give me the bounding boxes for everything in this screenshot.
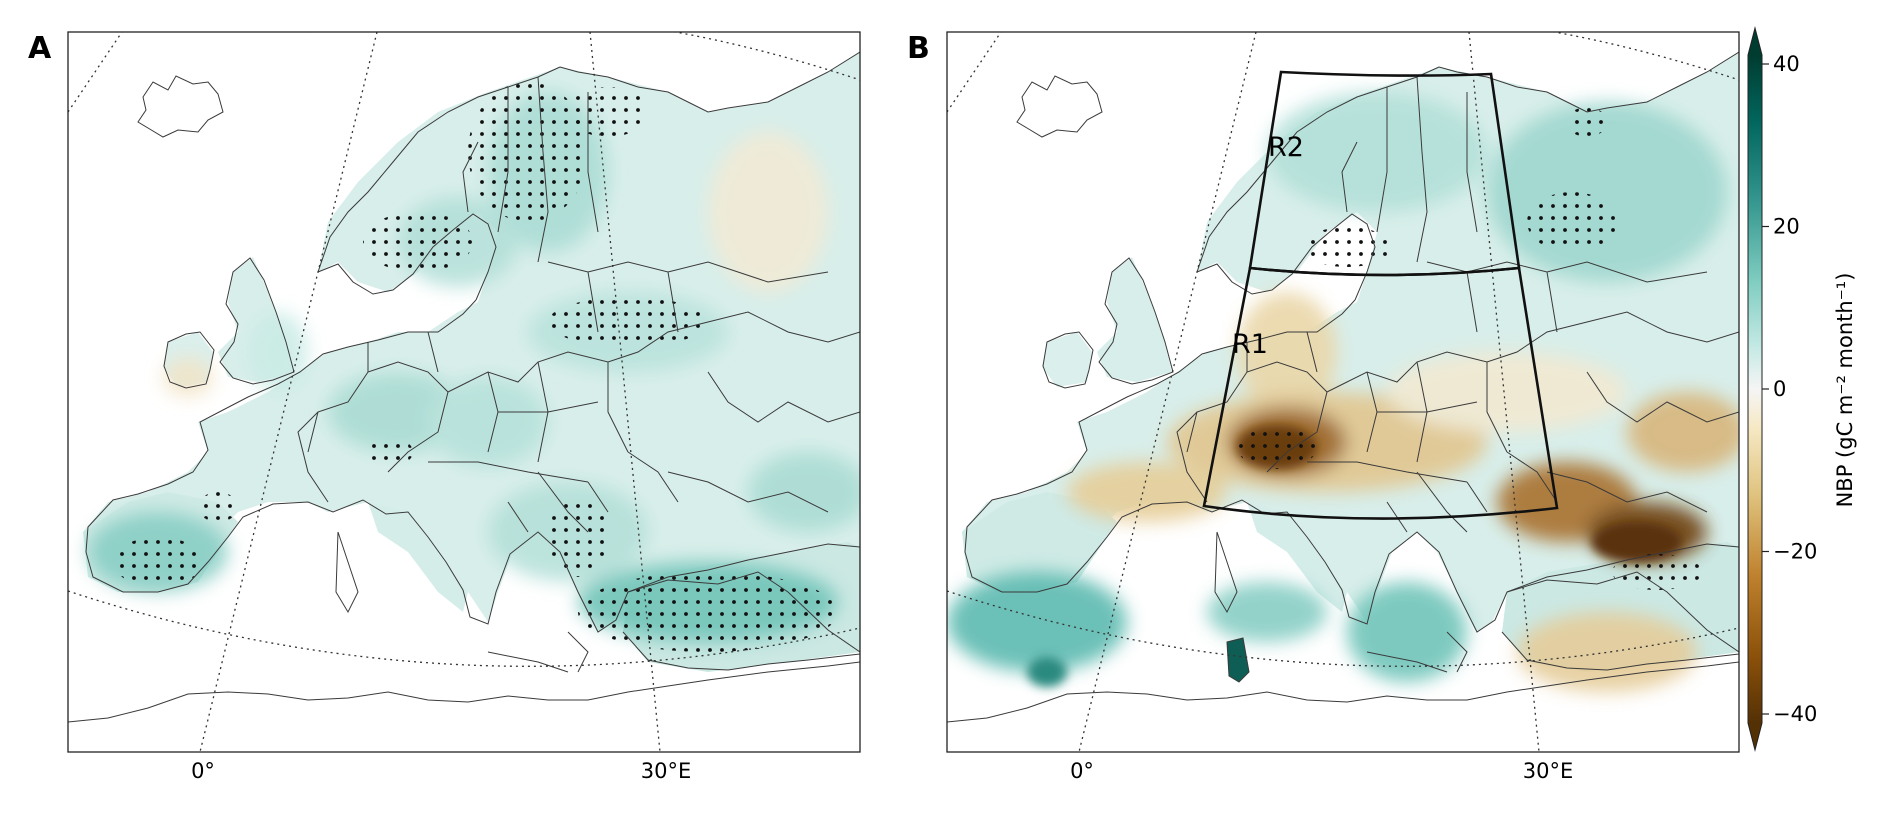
panel-a-frame <box>67 31 861 753</box>
colorbar-outline <box>1747 26 1763 752</box>
panel-b-frame <box>946 31 1740 753</box>
panel-b-lon-label-30e: 30°E <box>1523 759 1574 783</box>
colorbar-tick-label: 0 <box>1773 377 1786 401</box>
panel-a-lon-label-0: 0° <box>191 759 215 783</box>
panel-b-letter: B <box>907 31 930 66</box>
sardinia-positive-anomaly <box>1226 637 1250 683</box>
panel-a: A <box>28 31 861 783</box>
colorbar-tick-label: −20 <box>1773 540 1817 564</box>
panel-a-lon-label-30e: 30°E <box>641 759 692 783</box>
colorbar-extend-top <box>1748 28 1762 55</box>
panel-b-graticule <box>947 32 1739 752</box>
region-r1-label: R1 <box>1232 329 1268 360</box>
region-r1-box <box>1202 266 1559 520</box>
colorbar-tick-label: 40 <box>1773 52 1800 76</box>
colorbar-gradient <box>1748 55 1762 723</box>
colorbar-tick-label: −40 <box>1773 702 1817 726</box>
region-r2-label: R2 <box>1268 132 1304 163</box>
colorbar: 40 20 0 −20 −40 NBP (gC m⁻² month⁻¹) <box>1747 26 1857 752</box>
panel-b-region-boxes <box>1202 70 1559 520</box>
panel-a-letter: A <box>28 31 52 66</box>
panel-a-map <box>68 32 860 752</box>
panel-a-graticule <box>68 32 860 752</box>
colorbar-extend-bottom <box>1748 723 1762 750</box>
colorbar-tick-label: 20 <box>1773 215 1800 239</box>
panel-b-lon-label-0: 0° <box>1070 759 1094 783</box>
panel-b-map <box>947 32 1739 752</box>
colorbar-label: NBP (gC m⁻² month⁻¹) <box>1833 273 1857 508</box>
panel-b: B <box>907 31 1740 783</box>
panel-b-significance-stippling <box>1237 107 1702 590</box>
panel-a-significance-stippling <box>113 82 838 652</box>
